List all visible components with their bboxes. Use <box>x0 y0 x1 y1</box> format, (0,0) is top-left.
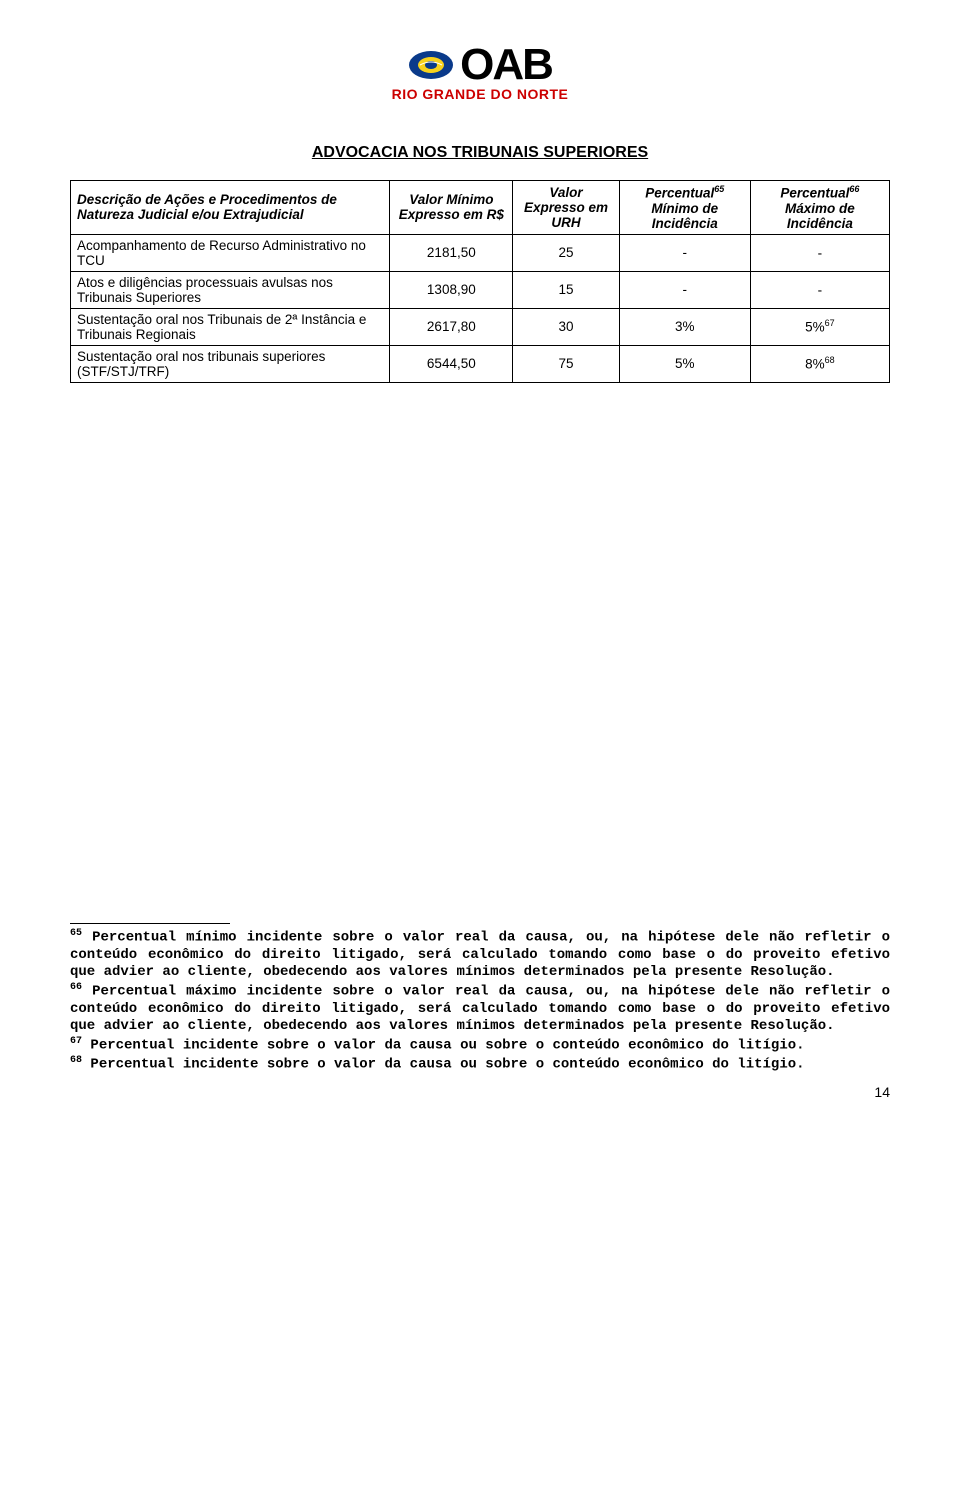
fees-table: Descrição de Ações e Procedimentos de Na… <box>70 180 890 383</box>
th-pmax-post: Máximo de Incidência <box>785 201 855 231</box>
logo-text-oab: OAB <box>460 40 552 90</box>
th-description: Descrição de Ações e Procedimentos de Na… <box>71 181 390 235</box>
cell-pmax-sup: 68 <box>825 355 835 365</box>
section-title: ADVOCACIA NOS TRIBUNAIS SUPERIORES <box>70 144 890 162</box>
table-row: Sustentação oral nos tribunais superiore… <box>71 345 890 382</box>
footnote-separator <box>70 923 230 924</box>
cell-pmax: - <box>750 271 889 308</box>
table-row: Sustentação oral nos Tribunais de 2ª Ins… <box>71 308 890 345</box>
cell-vmin: 2181,50 <box>390 234 513 271</box>
footnote-text: Percentual incidente sobre o valor da ca… <box>90 1037 804 1053</box>
cell-pmax-val: - <box>818 246 823 261</box>
cell-pmax: - <box>750 234 889 271</box>
cell-pmin: 5% <box>619 345 750 382</box>
cell-pmin: 3% <box>619 308 750 345</box>
footnote-ref: 66 <box>70 982 82 993</box>
logo-header: OAB RIO GRANDE DO NORTE <box>70 40 890 104</box>
cell-vurh: 15 <box>513 271 619 308</box>
footnote: 66 Percentual máximo incidente sobre o v… <box>70 982 890 1036</box>
footnote-text: Percentual máximo incidente sobre o valo… <box>70 983 890 1034</box>
footnote-ref: 65 <box>70 928 82 939</box>
cell-pmax: 5%67 <box>750 308 889 345</box>
th-pmin-sup: 65 <box>714 184 724 194</box>
cell-pmax-val: - <box>818 283 823 298</box>
footnote-ref: 68 <box>70 1055 82 1066</box>
th-pmax-pre: Percentual <box>780 186 849 201</box>
table-header-row: Descrição de Ações e Procedimentos de Na… <box>71 181 890 235</box>
footnote: 65 Percentual mínimo incidente sobre o v… <box>70 928 890 982</box>
th-percentual-maximo: Percentual66 Máximo de Incidência <box>750 181 889 235</box>
footnote-ref: 67 <box>70 1036 82 1047</box>
logo-subtitle: RIO GRANDE DO NORTE <box>392 86 569 102</box>
table-row: Acompanhamento de Recurso Administrativo… <box>71 234 890 271</box>
cell-pmax-sup: 67 <box>825 318 835 328</box>
cell-pmax-val: 8% <box>805 357 825 372</box>
cell-pmin: - <box>619 234 750 271</box>
cell-pmin: - <box>619 271 750 308</box>
cell-vurh: 25 <box>513 234 619 271</box>
logo-top-row: OAB <box>392 40 569 90</box>
th-valor-minimo: Valor Mínimo Expresso em R$ <box>390 181 513 235</box>
page-number: 14 <box>70 1084 890 1100</box>
cell-vurh: 30 <box>513 308 619 345</box>
cell-vmin: 6544,50 <box>390 345 513 382</box>
logo: OAB RIO GRANDE DO NORTE <box>392 40 569 102</box>
th-valor-urh: Valor Expresso em URH <box>513 181 619 235</box>
th-pmax-sup: 66 <box>849 184 859 194</box>
cell-desc: Acompanhamento de Recurso Administrativo… <box>71 234 390 271</box>
cell-desc: Sustentação oral nos Tribunais de 2ª Ins… <box>71 308 390 345</box>
brazil-map-icon <box>408 50 454 80</box>
cell-vmin: 1308,90 <box>390 271 513 308</box>
footnotes: 65 Percentual mínimo incidente sobre o v… <box>70 928 890 1075</box>
cell-vmin: 2617,80 <box>390 308 513 345</box>
cell-vurh: 75 <box>513 345 619 382</box>
th-percentual-minimo: Percentual65 Mínimo de Incidência <box>619 181 750 235</box>
table-row: Atos e diligências processuais avulsas n… <box>71 271 890 308</box>
th-pmin-post: Mínimo de Incidência <box>651 201 718 231</box>
cell-desc: Atos e diligências processuais avulsas n… <box>71 271 390 308</box>
footnote: 67 Percentual incidente sobre o valor da… <box>70 1036 890 1055</box>
footnote-text: Percentual mínimo incidente sobre o valo… <box>70 929 890 980</box>
footnote: 68 Percentual incidente sobre o valor da… <box>70 1055 890 1074</box>
cell-desc: Sustentação oral nos tribunais superiore… <box>71 345 390 382</box>
th-pmin-pre: Percentual <box>645 186 714 201</box>
cell-pmax: 8%68 <box>750 345 889 382</box>
footnote-text: Percentual incidente sobre o valor da ca… <box>90 1057 804 1073</box>
cell-pmax-val: 5% <box>805 320 825 335</box>
